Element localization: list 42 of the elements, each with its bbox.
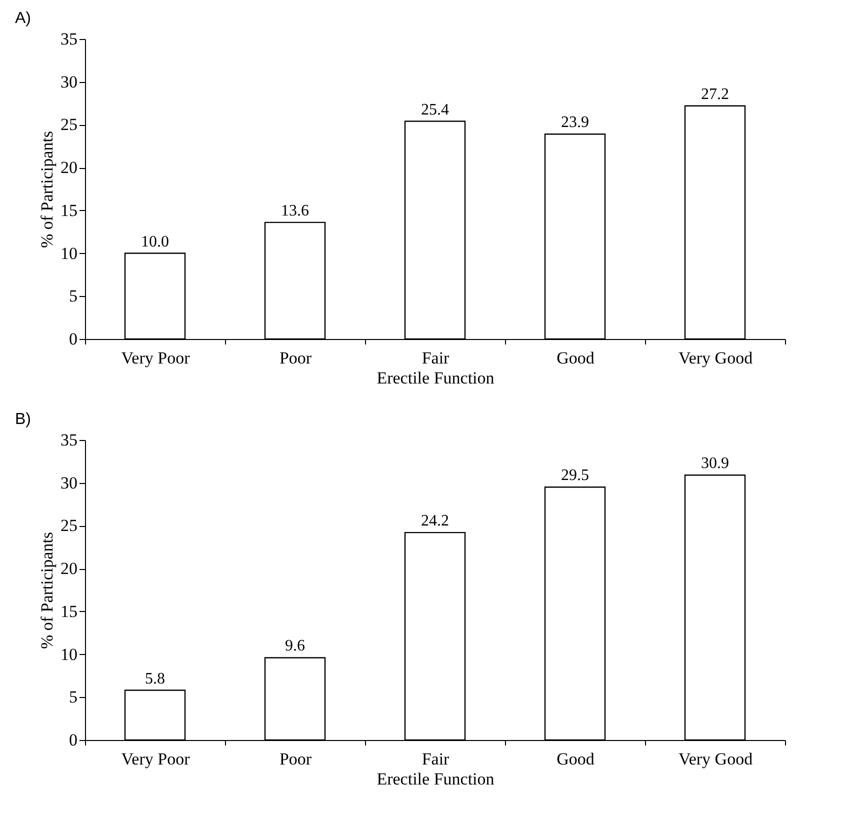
x-axis-title: Erectile Function	[376, 770, 495, 788]
y-tick-label: 30	[60, 72, 78, 92]
y-tick-label: 25	[60, 115, 78, 134]
data-label: 30.9	[701, 455, 729, 472]
y-tick-label: 20	[60, 158, 78, 178]
data-label: 9.6	[285, 638, 305, 655]
y-tick-label: 5	[69, 688, 78, 707]
y-tick-label: 25	[60, 516, 78, 536]
y-tick-label: 0	[69, 330, 78, 348]
y-tick-label: 10	[60, 244, 78, 263]
data-label: 13.6	[281, 202, 309, 220]
y-tick-label: 35	[60, 430, 78, 450]
y-tick-label: 10	[60, 644, 78, 664]
x-tick-label: Fair	[422, 348, 450, 368]
x-tick-label: Poor	[279, 348, 312, 368]
chart-title: A)	[15, 10, 31, 27]
chart-title: B)	[15, 411, 31, 428]
x-tick-label: Good	[556, 348, 595, 368]
x-tick-label: Very Good	[678, 750, 754, 768]
x-tick-label: Very Poor	[121, 750, 190, 768]
data-label: 27.2	[701, 86, 729, 103]
data-label: 25.4	[421, 101, 449, 118]
data-label: 10.0	[141, 233, 169, 250]
y-tick-label: 0	[69, 730, 78, 750]
data-label: 24.2	[421, 512, 449, 530]
y-tick-label: 35	[60, 30, 78, 48]
x-axis-title: Erectile Function	[376, 368, 495, 388]
y-axis-title: % of Participants	[38, 130, 56, 248]
y-tick-label: 5	[69, 286, 78, 306]
data-label: 23.9	[561, 114, 589, 132]
data-label: 5.8	[145, 670, 165, 688]
y-tick-label: 20	[60, 559, 78, 578]
x-tick-label: Very Poor	[121, 348, 190, 368]
x-tick-label: Fair	[422, 750, 450, 768]
x-tick-label: Poor	[279, 750, 312, 768]
y-tick-label: 15	[60, 200, 78, 220]
y-tick-label: 30	[60, 473, 78, 492]
x-tick-label: Very Good	[678, 348, 754, 368]
y-axis-title: % of Participants	[38, 532, 56, 650]
x-tick-label: Good	[556, 750, 595, 768]
y-tick-label: 15	[60, 602, 78, 621]
data-label: 29.5	[561, 467, 589, 484]
